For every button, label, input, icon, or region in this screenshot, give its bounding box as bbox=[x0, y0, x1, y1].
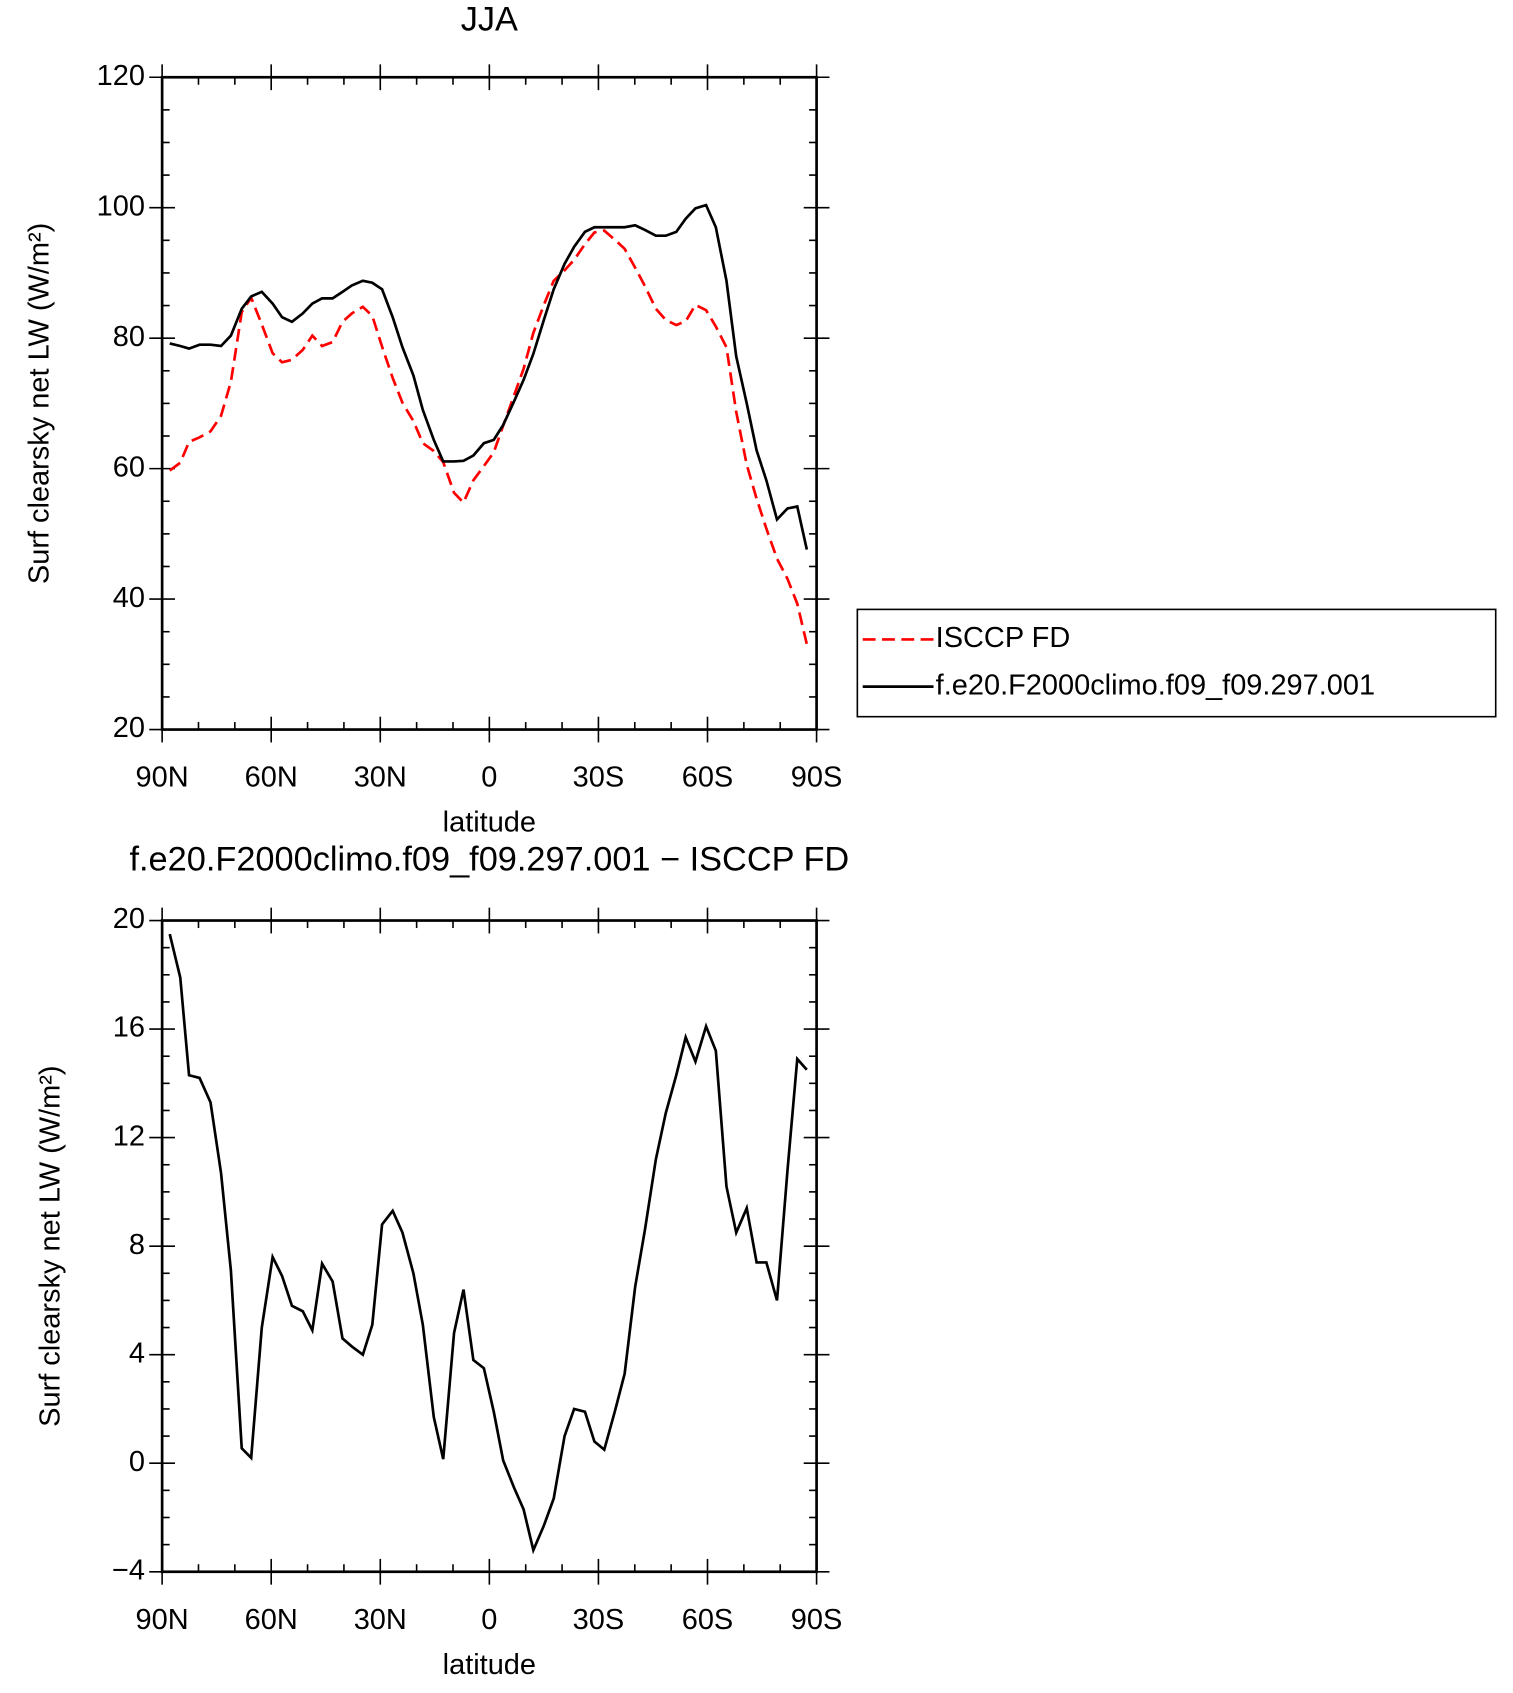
x-tick-label: 90N bbox=[136, 1604, 189, 1636]
x-tick-label: 90S bbox=[791, 1604, 843, 1636]
y-tick-label: 20 bbox=[113, 903, 145, 935]
data-line bbox=[168, 229, 809, 645]
y-tick-label: 12 bbox=[113, 1120, 145, 1152]
legend-box bbox=[856, 608, 1497, 718]
plot-frame bbox=[160, 75, 818, 731]
data-line bbox=[168, 933, 808, 1555]
y-tick-label: 80 bbox=[113, 321, 145, 353]
x-tick-label: 90N bbox=[136, 762, 189, 794]
x-tick-label: 60N bbox=[245, 1604, 298, 1636]
x-tick-label: 30S bbox=[573, 1604, 625, 1636]
y-tick-label: −4 bbox=[112, 1554, 145, 1586]
x-tick-label: 30S bbox=[573, 762, 625, 794]
y-tick-label: 0 bbox=[129, 1446, 145, 1478]
x-tick-label: 90S bbox=[791, 762, 843, 794]
x-tick-label: 60S bbox=[682, 1604, 734, 1636]
legend-label: f.e20.F2000climo.f09_f09.297.001 bbox=[936, 669, 1375, 701]
y-tick-label: 20 bbox=[113, 712, 145, 744]
legend-label: ISCCP FD bbox=[936, 622, 1071, 654]
y-tick-label: 4 bbox=[129, 1337, 145, 1369]
y-tick-label: 60 bbox=[113, 451, 145, 483]
x-tick-label: 30N bbox=[354, 1604, 407, 1636]
y-tick-label: 16 bbox=[113, 1012, 145, 1044]
x-tick-label: 60S bbox=[682, 762, 734, 794]
x-tick-label: 30N bbox=[354, 762, 407, 794]
x-axis-label: latitude bbox=[443, 1649, 536, 1681]
data-line bbox=[169, 203, 809, 550]
y-axis-label: Surf clearsky net LW (W/m²) bbox=[24, 223, 56, 584]
x-axis-label: latitude bbox=[443, 807, 536, 839]
x-tick-label: 0 bbox=[481, 762, 497, 794]
chart-title: JJA bbox=[461, 1, 518, 39]
y-tick-label: 120 bbox=[97, 60, 145, 92]
y-axis-label: Surf clearsky net LW (W/m²) bbox=[34, 1065, 66, 1426]
chart-title: f.e20.F2000climo.f09_f09.297.001 − ISCCP… bbox=[129, 841, 849, 879]
y-tick-label: 100 bbox=[97, 190, 145, 222]
x-tick-label: 0 bbox=[481, 1604, 497, 1636]
y-tick-label: 40 bbox=[113, 582, 145, 614]
y-tick-label: 8 bbox=[129, 1229, 145, 1261]
plot-frame bbox=[160, 919, 818, 1574]
legend: ISCCP FD f.e20.F2000climo.f09_f09.297.001 bbox=[856, 608, 1497, 718]
x-tick-label: 60N bbox=[245, 762, 298, 794]
